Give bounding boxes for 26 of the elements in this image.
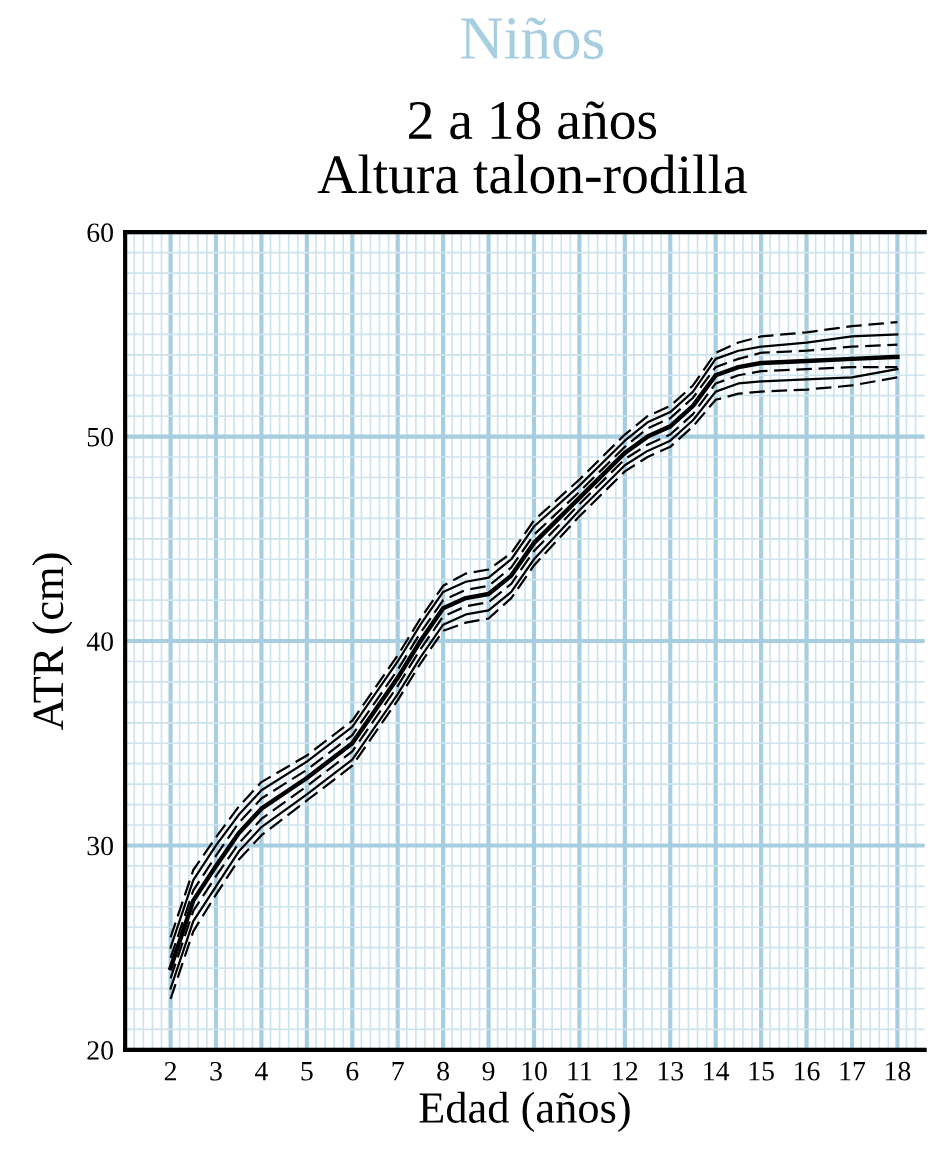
x-tick-label: 5 [301, 1062, 313, 1081]
x-tick-label: 6 [346, 1061, 359, 1081]
x-tick-label: 9 [482, 1061, 495, 1081]
x-tick-label: 15 [749, 1061, 774, 1081]
x-tick-label: 8 [437, 1061, 450, 1081]
y-tick-label: 50 [87, 427, 113, 447]
chart-subtitle: 2 a 18 años Altura talon-rodilla [317, 101, 747, 194]
x-axis-title: Edad (años) [419, 1091, 630, 1133]
chart-title: Niños [461, 17, 604, 60]
y-tick-label: 40 [86, 632, 113, 651]
y-tick-label: 60 [87, 223, 113, 243]
x-tick-label: 14 [704, 1061, 730, 1081]
x-tick-label: 3 [210, 1061, 222, 1081]
y-tick-label: 30 [87, 836, 113, 856]
x-tick-label: 10 [522, 1061, 547, 1081]
x-tick-label: 12 [613, 1061, 638, 1081]
x-tick-label: 7 [392, 1062, 404, 1081]
x-tick-label: 13 [658, 1061, 684, 1081]
y-axis-title: ATR (cm) [32, 553, 73, 731]
x-tick-label: 17 [840, 1061, 866, 1081]
x-tick-label: 11 [568, 1061, 592, 1081]
y-tick-label: 20 [87, 1041, 113, 1060]
x-tick-label: 2 [164, 1061, 176, 1081]
x-tick-label: 4 [255, 1062, 268, 1081]
x-tick-label: 18 [885, 1061, 911, 1081]
x-tick-label: 16 [795, 1061, 820, 1081]
